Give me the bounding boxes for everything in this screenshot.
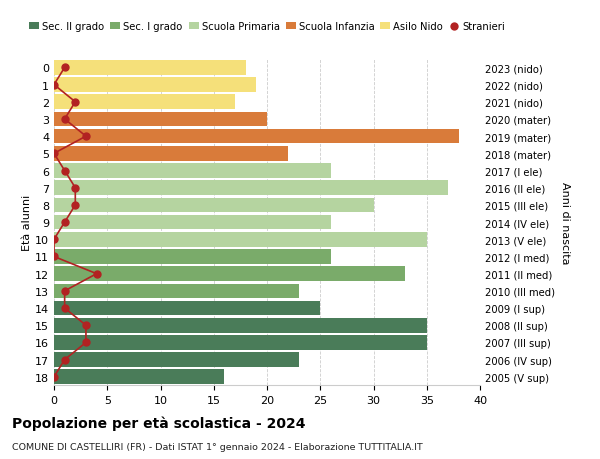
Point [60,65,70,72]
Bar [54,112,267,127]
Bar [54,78,256,93]
Text: COMUNE DI CASTELLIRI (FR) - Dati ISTAT 1° gennaio 2024 - Elaborazione TUTTITALIA: COMUNE DI CASTELLIRI (FR) - Dati ISTAT 1… [12,442,423,451]
Point [71,202,80,209]
Legend: Sec. II grado, Sec. I grado, Scuola Primaria, Scuola Infanzia, Asilo Nido, Stran: Sec. II grado, Sec. I grado, Scuola Prim… [29,22,505,32]
Bar [54,267,406,281]
Point [60,219,70,226]
Point [71,99,80,106]
Y-axis label: Anni di nascita: Anni di nascita [560,181,571,264]
Bar [54,353,299,367]
Point [49,151,59,158]
Y-axis label: Età alunni: Età alunni [22,195,32,251]
Point [60,356,70,364]
Point [81,133,91,140]
Point [60,287,70,295]
Bar [54,301,320,316]
Point [49,373,59,381]
Point [60,116,70,123]
Point [49,82,59,89]
Bar [54,369,224,384]
Text: Popolazione per età scolastica - 2024: Popolazione per età scolastica - 2024 [12,415,305,430]
Bar [54,198,373,213]
Point [60,168,70,175]
Bar [54,61,246,76]
Point [92,270,101,278]
Bar [54,250,331,264]
Bar [54,318,427,333]
Point [60,305,70,312]
Bar [54,181,448,196]
Point [81,322,91,329]
Point [71,185,80,192]
Point [49,253,59,261]
Point [49,236,59,243]
Bar [54,95,235,110]
Bar [54,147,289,161]
Bar [54,129,459,144]
Bar [54,215,331,230]
Bar [54,232,427,247]
Point [81,339,91,347]
Bar [54,284,299,298]
Bar [54,164,331,179]
Bar [54,336,427,350]
